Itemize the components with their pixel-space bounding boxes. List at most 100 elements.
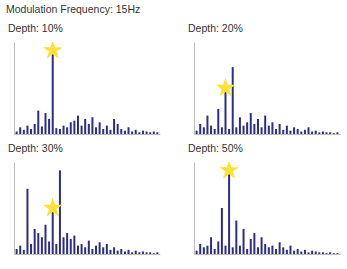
bar [196, 251, 198, 254]
bar [286, 250, 288, 254]
bar [66, 127, 68, 134]
bar [156, 132, 158, 134]
bar [315, 251, 317, 254]
bar [235, 127, 237, 134]
bar [333, 133, 335, 134]
bar [131, 252, 133, 254]
bar [268, 126, 270, 134]
bar [73, 121, 75, 134]
y-axis [194, 43, 195, 135]
bar [261, 127, 263, 134]
bar [16, 249, 18, 254]
bar [63, 237, 65, 254]
axis-line [15, 134, 161, 135]
bar [41, 126, 43, 134]
y-axis [14, 43, 15, 135]
bar [73, 236, 75, 254]
panel-title: Depth: 20% [188, 22, 243, 34]
bar [124, 251, 126, 254]
bar [66, 233, 68, 254]
marker [43, 42, 63, 59]
plot-area [16, 42, 159, 134]
bar [88, 241, 90, 254]
bar [235, 221, 237, 254]
bar [131, 131, 133, 134]
x-axis [195, 134, 341, 135]
bar [286, 126, 288, 134]
bar [293, 127, 295, 134]
bar [289, 246, 291, 254]
bar [318, 132, 320, 134]
bar [16, 131, 18, 134]
bar [34, 124, 36, 134]
bar [322, 131, 324, 134]
bar [156, 252, 158, 254]
bar [232, 67, 234, 134]
bar [329, 132, 331, 134]
bar [70, 122, 72, 134]
axis-line [194, 163, 195, 255]
bar [300, 131, 302, 134]
x-axis [15, 254, 161, 255]
bar [106, 126, 108, 134]
bar [271, 246, 273, 254]
bar [232, 247, 234, 254]
axis-line [195, 134, 341, 135]
y-axis [14, 163, 15, 255]
bar [55, 244, 57, 254]
bar [135, 130, 137, 134]
axis-line [14, 163, 15, 255]
bar [34, 229, 36, 254]
bar [19, 246, 21, 254]
bar [153, 253, 155, 254]
bar [246, 122, 248, 134]
bar [146, 131, 148, 134]
bar [149, 252, 151, 254]
bar [55, 128, 57, 134]
bar [37, 233, 39, 254]
x-axis [15, 134, 161, 135]
bar [257, 247, 259, 254]
bar [196, 131, 198, 134]
bar [128, 127, 130, 134]
bar [77, 116, 79, 134]
bar [326, 253, 328, 254]
bar [88, 124, 90, 134]
bar [264, 116, 266, 134]
bar [102, 129, 104, 134]
bar [308, 127, 310, 134]
figure-title: Modulation Frequency: 15Hz [6, 3, 140, 15]
bar [253, 124, 255, 134]
bar [282, 130, 284, 134]
bar [37, 111, 39, 134]
bar [117, 124, 119, 134]
bar [81, 126, 83, 134]
bar [271, 122, 273, 134]
bar [203, 127, 205, 134]
bar [124, 131, 126, 134]
bar [203, 247, 205, 254]
bar [250, 239, 252, 254]
bar [206, 246, 208, 254]
bar [109, 130, 111, 134]
bar [48, 241, 50, 254]
bar [336, 132, 338, 134]
bar [113, 119, 115, 134]
marker [216, 78, 236, 97]
bar [239, 246, 241, 254]
bar [246, 249, 248, 254]
bar [135, 251, 137, 254]
bar [109, 250, 111, 254]
bar [224, 246, 226, 254]
panel [15, 40, 161, 134]
bar [81, 244, 83, 254]
bar [297, 249, 299, 254]
bar [315, 131, 317, 134]
bar [30, 129, 32, 134]
panel [195, 43, 341, 135]
bar [239, 117, 241, 134]
bar [120, 129, 122, 134]
bar [214, 249, 216, 254]
bar [243, 229, 245, 254]
bar [311, 251, 313, 254]
